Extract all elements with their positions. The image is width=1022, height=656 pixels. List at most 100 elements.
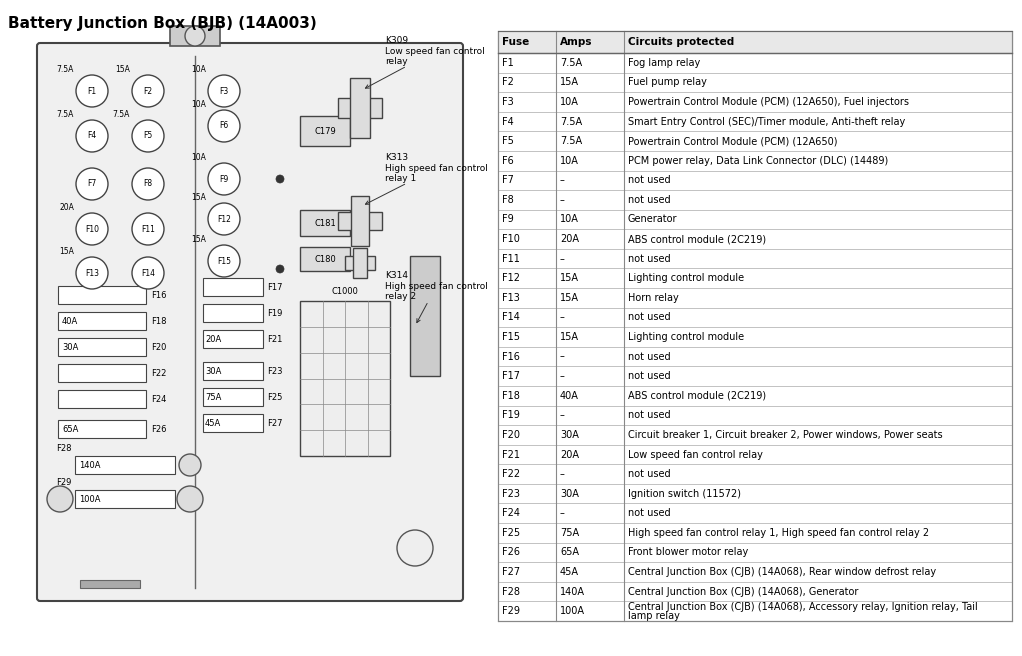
- Text: F6: F6: [502, 155, 514, 166]
- Text: 15A: 15A: [560, 77, 579, 87]
- Text: F22: F22: [502, 469, 520, 479]
- Circle shape: [132, 120, 164, 152]
- Bar: [353, 248, 367, 278]
- Circle shape: [185, 26, 205, 46]
- Bar: [58, 364, 146, 382]
- Text: 140A: 140A: [79, 461, 100, 470]
- Text: not used: not used: [628, 312, 670, 322]
- Bar: [75, 490, 175, 508]
- Bar: [498, 249, 1012, 268]
- Text: High speed fan control relay 1, High speed fan control relay 2: High speed fan control relay 1, High spe…: [628, 528, 929, 538]
- Circle shape: [76, 168, 108, 200]
- Text: Smart Entry Control (SEC)/Timer module, Anti-theft relay: Smart Entry Control (SEC)/Timer module, …: [628, 117, 905, 127]
- Text: 15A: 15A: [191, 235, 206, 244]
- Bar: [498, 131, 1012, 151]
- Text: F20: F20: [151, 342, 167, 352]
- Text: 7.5A: 7.5A: [560, 117, 583, 127]
- Bar: [498, 523, 1012, 543]
- Text: 140A: 140A: [560, 586, 585, 596]
- Text: F22: F22: [151, 369, 167, 377]
- Bar: [300, 210, 350, 236]
- Circle shape: [132, 168, 164, 200]
- Text: F24: F24: [502, 508, 520, 518]
- Bar: [498, 190, 1012, 210]
- Bar: [203, 330, 263, 348]
- Text: not used: not used: [628, 411, 670, 420]
- Text: 30A: 30A: [62, 342, 79, 352]
- Text: F14: F14: [502, 312, 520, 322]
- Text: Amps: Amps: [560, 37, 593, 47]
- Text: 30A: 30A: [205, 367, 222, 375]
- Bar: [498, 73, 1012, 92]
- Text: F8: F8: [502, 195, 514, 205]
- Text: 7.5A: 7.5A: [560, 136, 583, 146]
- Bar: [203, 414, 263, 432]
- Text: 10A: 10A: [191, 153, 206, 162]
- Text: –: –: [560, 352, 565, 361]
- Text: F17: F17: [502, 371, 520, 381]
- Bar: [498, 327, 1012, 347]
- Text: F20: F20: [502, 430, 520, 440]
- Bar: [80, 580, 140, 588]
- Circle shape: [276, 265, 284, 273]
- Bar: [498, 288, 1012, 308]
- Text: 20A: 20A: [560, 234, 579, 244]
- Text: F17: F17: [267, 283, 282, 291]
- Circle shape: [276, 175, 284, 183]
- Bar: [498, 151, 1012, 171]
- Bar: [498, 562, 1012, 582]
- Text: 65A: 65A: [62, 424, 79, 434]
- Text: ABS control module (2C219): ABS control module (2C219): [628, 391, 766, 401]
- Text: F15: F15: [217, 256, 231, 266]
- Circle shape: [132, 213, 164, 245]
- Text: 10A: 10A: [191, 100, 206, 109]
- Text: F9: F9: [502, 215, 514, 224]
- Bar: [203, 304, 263, 322]
- Text: 15A: 15A: [560, 332, 579, 342]
- Text: Central Junction Box (CJB) (14A068), Rear window defrost relay: Central Junction Box (CJB) (14A068), Rea…: [628, 567, 936, 577]
- Circle shape: [76, 213, 108, 245]
- Bar: [498, 425, 1012, 445]
- Text: F3: F3: [220, 87, 229, 96]
- Text: 40A: 40A: [62, 316, 79, 325]
- Text: F10: F10: [502, 234, 520, 244]
- Bar: [498, 504, 1012, 523]
- Text: F5: F5: [502, 136, 514, 146]
- Text: F28: F28: [502, 586, 520, 596]
- Bar: [410, 256, 440, 376]
- Bar: [498, 582, 1012, 602]
- Bar: [498, 464, 1012, 484]
- Text: F16: F16: [502, 352, 520, 361]
- Bar: [498, 31, 1012, 53]
- Bar: [300, 116, 350, 146]
- Bar: [498, 31, 1012, 621]
- Text: F29: F29: [56, 478, 72, 487]
- Text: F1: F1: [502, 58, 514, 68]
- Text: F4: F4: [87, 131, 97, 140]
- Text: Fuel pump relay: Fuel pump relay: [628, 77, 707, 87]
- Text: F12: F12: [217, 215, 231, 224]
- Text: 65A: 65A: [560, 548, 579, 558]
- Bar: [58, 390, 146, 408]
- Text: 100A: 100A: [79, 495, 100, 504]
- Circle shape: [76, 120, 108, 152]
- Text: F18: F18: [151, 316, 167, 325]
- Text: not used: not used: [628, 469, 670, 479]
- Text: Horn relay: Horn relay: [628, 293, 679, 303]
- Text: 30A: 30A: [560, 430, 578, 440]
- Text: F2: F2: [502, 77, 514, 87]
- Text: F23: F23: [267, 367, 282, 375]
- Bar: [498, 171, 1012, 190]
- Text: 45A: 45A: [205, 419, 221, 428]
- Text: –: –: [560, 469, 565, 479]
- Text: –: –: [560, 508, 565, 518]
- Text: 75A: 75A: [205, 392, 222, 401]
- Circle shape: [397, 530, 433, 566]
- Circle shape: [47, 486, 73, 512]
- Text: C180: C180: [314, 255, 336, 264]
- Circle shape: [208, 163, 240, 195]
- Text: F13: F13: [85, 268, 99, 277]
- Text: ABS control module (2C219): ABS control module (2C219): [628, 234, 766, 244]
- Bar: [498, 230, 1012, 249]
- Bar: [58, 312, 146, 330]
